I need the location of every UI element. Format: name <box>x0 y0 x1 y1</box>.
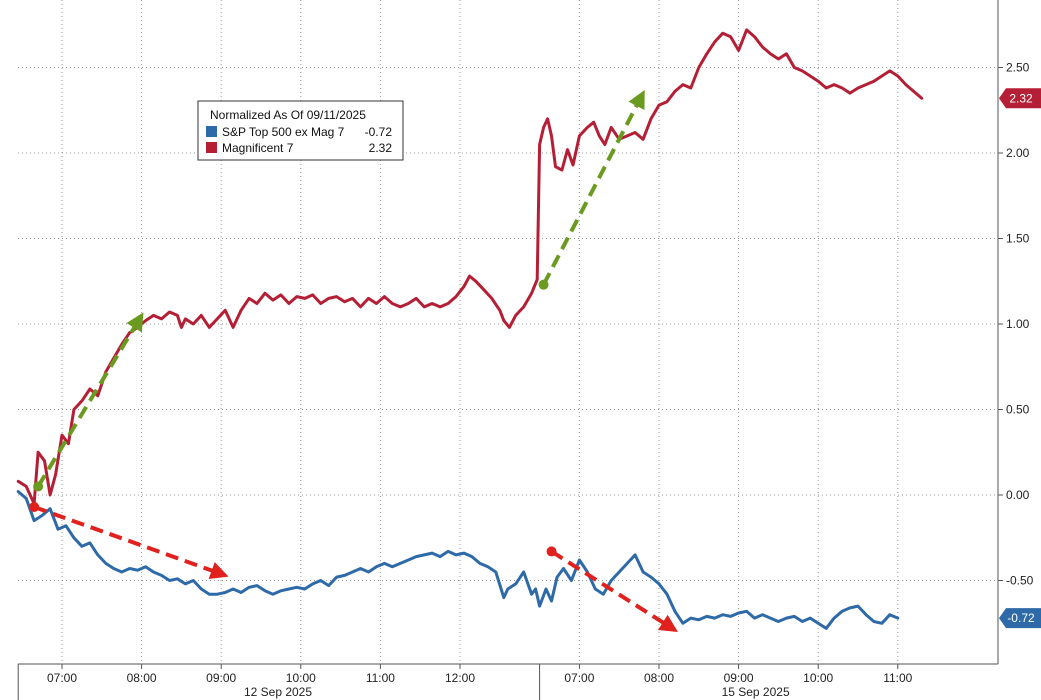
x-tick-label: 07:00 <box>564 671 594 685</box>
y-tick-label: 1.00 <box>1006 317 1030 331</box>
x-tick-label: 08:00 <box>127 671 157 685</box>
y-tick-label: 1.50 <box>1006 232 1030 246</box>
x-tick-label: 10:00 <box>803 671 833 685</box>
last-value-label-magnificent-7: 2.32 <box>1009 91 1033 105</box>
legend-label-sp500: S&P Top 500 ex Mag 7 <box>222 125 345 139</box>
trend-up-arrow <box>541 89 645 286</box>
x-tick-label: 07:00 <box>47 671 77 685</box>
x-date-label: 15 Sep 2025 <box>722 685 790 699</box>
axes <box>17 0 1003 700</box>
x-tick-label: 09:00 <box>206 671 236 685</box>
tick-labels: -0.50 0.00 0.50 1.00 1.50 2.00 2.50 07:00 08:00 0… <box>47 61 1034 700</box>
legend-title: Normalized As Of 09/11/2025 <box>210 108 366 122</box>
series-lines <box>16 28 924 630</box>
legend-value-sp500: -0.72 <box>365 125 393 139</box>
y-tick-label: 0.50 <box>1006 403 1030 417</box>
series-line-s-p-top-500-ex-mag-7 <box>16 490 900 630</box>
x-tick-label: 08:00 <box>644 671 674 685</box>
last-value-badge-magnificent-7 <box>999 88 1041 109</box>
annotation-arrows <box>29 89 678 633</box>
y-tick-label: -0.50 <box>1006 574 1034 588</box>
x-tick-label: 10:00 <box>286 671 316 685</box>
x-tick-label: 12:00 <box>445 671 475 685</box>
y-tick-label: 2.50 <box>1006 61 1030 75</box>
legend: Normalized As Of 09/11/2025 S&P Top 500 … <box>197 100 404 161</box>
legend-swatch-sp500 <box>206 126 217 137</box>
x-tick-label: 11:00 <box>883 671 912 685</box>
legend-label-mag7: Magnificent 7 <box>222 141 294 155</box>
legend-swatch-mag7 <box>206 142 217 153</box>
series-line-magnificent-7 <box>16 28 924 506</box>
x-tick-label: 09:00 <box>724 671 754 685</box>
last-value-badges: 2.32 -0.72 <box>999 88 1041 629</box>
x-tick-label: 11:00 <box>366 671 395 685</box>
trend-down-arrow <box>550 549 678 633</box>
legend-box <box>197 100 404 161</box>
x-date-label: 12 Sep 2025 <box>244 685 312 699</box>
legend-value-mag7: 2.32 <box>369 141 393 155</box>
y-tick-label: 0.00 <box>1006 488 1030 502</box>
grid-lines <box>18 0 998 664</box>
last-value-label-s-p-top-500-ex-mag-7: -0.72 <box>1007 611 1035 625</box>
trend-up-arrow <box>36 312 144 488</box>
last-value-badge-s-p-top-500-ex-mag-7 <box>999 608 1041 629</box>
trend-down-arrow <box>33 505 229 579</box>
y-tick-label: 2.00 <box>1006 146 1030 160</box>
